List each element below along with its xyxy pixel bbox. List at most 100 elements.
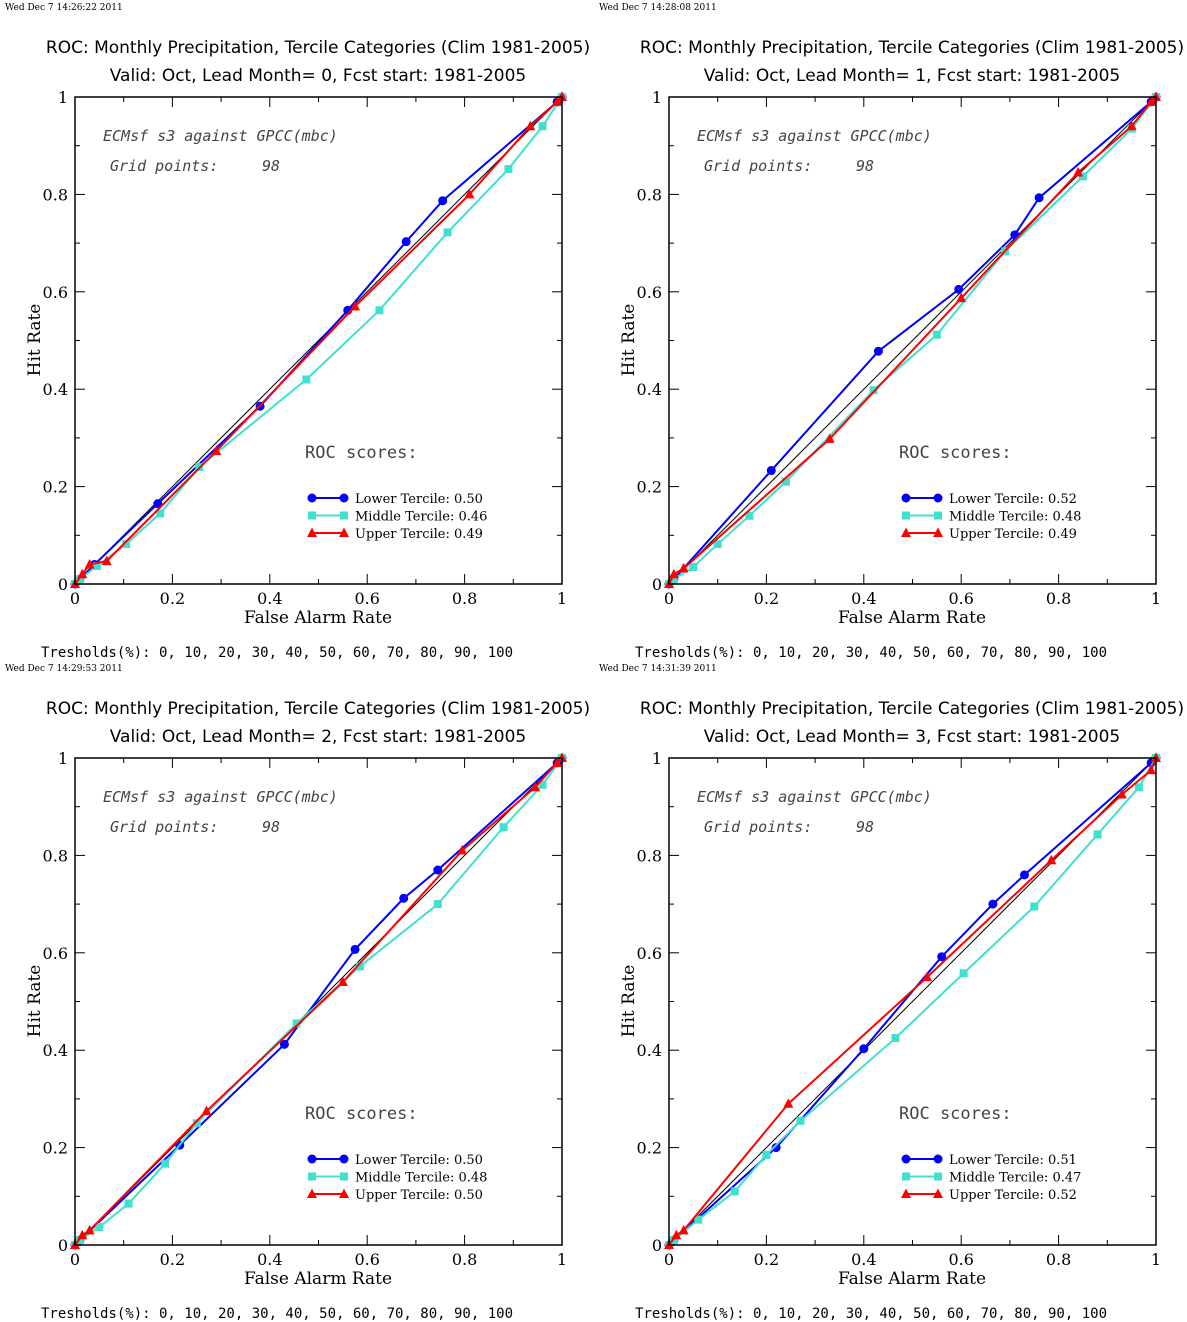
plot-frame bbox=[74, 757, 563, 1246]
upper-tercile-point bbox=[84, 559, 95, 569]
roc-scores-heading: ROC scores: bbox=[899, 1104, 1012, 1124]
y-tick-label: 0.6 bbox=[637, 944, 662, 963]
legend-label-middle: Middle Tercile: 0.48 bbox=[949, 510, 1081, 525]
x-tick-label: 0.4 bbox=[851, 1250, 876, 1269]
middle-tercile-point bbox=[781, 477, 790, 486]
middle-tercile-point bbox=[122, 540, 131, 549]
x-tick-label: 0.8 bbox=[1046, 589, 1071, 608]
legend-label-lower: Lower Tercile: 0.50 bbox=[355, 1153, 483, 1168]
x-tick-label: 1 bbox=[557, 1250, 567, 1269]
y-tick-label: 0 bbox=[652, 575, 662, 594]
x-tick-label: 1 bbox=[557, 589, 567, 608]
middle-tercile-point bbox=[1030, 902, 1039, 911]
info-gridpoints-label: Grid points: bbox=[110, 818, 218, 836]
legend-marker-middle bbox=[308, 511, 316, 520]
legend-marker-lower bbox=[933, 1154, 943, 1164]
y-tick-label: 0.8 bbox=[43, 185, 68, 204]
y-tick-label: 1 bbox=[652, 749, 662, 768]
legend-marker-upper bbox=[307, 1188, 317, 1198]
x-tick-label: 0 bbox=[664, 589, 674, 608]
diagonal-reference-line bbox=[668, 96, 1157, 585]
upper-tercile-point bbox=[671, 1229, 682, 1240]
lower-tercile-point bbox=[859, 1044, 869, 1054]
x-tick-label: 0.8 bbox=[452, 589, 477, 608]
info-gridpoints-value: 98 bbox=[856, 157, 874, 175]
upper-tercile-point bbox=[337, 976, 348, 987]
middle-tercile-point bbox=[538, 122, 547, 131]
y-tick-label: 0.4 bbox=[43, 1041, 68, 1060]
thresholds-text: Tresholds(%): 0, 10, 20, 30, 40, 50, 60,… bbox=[41, 1306, 513, 1322]
x-tick-label: 0.4 bbox=[851, 589, 876, 608]
legend-marker-lower bbox=[307, 493, 317, 503]
legend-label-upper: Upper Tercile: 0.49 bbox=[355, 527, 483, 542]
upper-tercile-point bbox=[922, 971, 933, 982]
legend-marker-lower bbox=[933, 493, 943, 503]
roc-panel-0: Wed Dec 7 14:26:22 2011 ROC: Monthly Prec… bbox=[5, 3, 590, 661]
y-tick-label: 0 bbox=[652, 1236, 662, 1255]
plot-frame bbox=[74, 96, 563, 585]
middle-tercile-line bbox=[668, 757, 1157, 1246]
upper-tercile-point bbox=[552, 96, 563, 106]
middle-tercile-point bbox=[302, 375, 311, 384]
x-tick-label: 0.6 bbox=[948, 589, 973, 608]
y-tick-label: 0.2 bbox=[637, 478, 662, 497]
y-tick-label: 0.4 bbox=[637, 380, 662, 399]
x-tick-label: 0.4 bbox=[257, 589, 282, 608]
middle-tercile-point bbox=[713, 540, 722, 549]
legend-marker-lower bbox=[339, 493, 349, 503]
x-axis-label: False Alarm Rate bbox=[244, 1269, 392, 1289]
y-tick-label: 0.4 bbox=[43, 380, 68, 399]
roc-panel-2: Wed Dec 7 14:29:53 2011 ROC: Monthly Prec… bbox=[5, 664, 590, 1322]
roc-scores-heading: ROC scores: bbox=[899, 443, 1012, 463]
lower-tercile-point bbox=[350, 944, 360, 954]
y-tick-label: 0.8 bbox=[637, 185, 662, 204]
middle-tercile-point bbox=[669, 575, 678, 584]
x-axis-label: False Alarm Rate bbox=[244, 608, 392, 628]
chart-title: ROC: Monthly Precipitation, Tercile Cate… bbox=[640, 38, 1184, 58]
middle-tercile-point bbox=[1093, 830, 1102, 839]
upper-tercile-line bbox=[74, 96, 563, 585]
x-tick-label: 0.2 bbox=[754, 589, 779, 608]
legend-label-lower: Lower Tercile: 0.50 bbox=[355, 492, 483, 507]
lower-tercile-point bbox=[937, 952, 947, 962]
legend-label-middle: Middle Tercile: 0.46 bbox=[355, 510, 487, 525]
legend-marker-upper bbox=[901, 1188, 911, 1198]
chart-subtitle: Valid: Oct, Lead Month= 2, Fcst start: 1… bbox=[110, 727, 527, 747]
lower-tercile-point bbox=[279, 1039, 289, 1049]
upper-tercile-point bbox=[84, 1224, 95, 1235]
x-tick-label: 0 bbox=[664, 1250, 674, 1269]
upper-tercile-point bbox=[668, 568, 679, 579]
info-gridpoints-value: 98 bbox=[856, 818, 874, 836]
info-gridpoints-value: 98 bbox=[262, 157, 280, 175]
chart-subtitle: Valid: Oct, Lead Month= 3, Fcst start: 1… bbox=[704, 727, 1121, 747]
y-tick-label: 0.6 bbox=[637, 283, 662, 302]
x-tick-label: 1 bbox=[1151, 1250, 1161, 1269]
info-source: ECMsf s3 against GPCC(mbc) bbox=[697, 788, 932, 806]
legend-marker-middle bbox=[340, 1172, 348, 1181]
middle-tercile-point bbox=[95, 1222, 104, 1231]
legend-marker-lower bbox=[339, 1154, 349, 1164]
x-tick-label: 0.2 bbox=[754, 1250, 779, 1269]
legend-label-middle: Middle Tercile: 0.47 bbox=[949, 1171, 1081, 1186]
legend-marker-middle bbox=[934, 1172, 942, 1181]
legend-marker-middle bbox=[902, 1172, 910, 1181]
middle-tercile-point bbox=[499, 823, 508, 832]
upper-tercile-point bbox=[783, 1098, 794, 1108]
x-tick-label: 0.6 bbox=[354, 589, 379, 608]
roc-panel-3: Wed Dec 7 14:31:39 2011 ROC: Monthly Prec… bbox=[599, 664, 1184, 1322]
thresholds-text: Tresholds(%): 0, 10, 20, 30, 40, 50, 60,… bbox=[635, 1306, 1107, 1322]
y-axis-label: Hit Rate bbox=[25, 965, 45, 1038]
legend-label-lower: Lower Tercile: 0.52 bbox=[949, 492, 1077, 507]
y-tick-label: 0 bbox=[58, 575, 68, 594]
upper-tercile-point bbox=[464, 188, 475, 199]
x-axis-label: False Alarm Rate bbox=[838, 1269, 986, 1289]
upper-tercile-point bbox=[1116, 789, 1127, 799]
legend-marker-lower bbox=[307, 1154, 317, 1164]
timestamp: Wed Dec 7 14:29:53 2011 bbox=[5, 664, 123, 674]
legend-marker-middle bbox=[308, 1172, 316, 1181]
middle-tercile-point bbox=[689, 562, 698, 571]
lower-tercile-point bbox=[399, 893, 409, 903]
y-tick-label: 0.2 bbox=[43, 478, 68, 497]
legend-marker-upper bbox=[933, 1188, 943, 1198]
lower-tercile-point bbox=[401, 237, 411, 247]
